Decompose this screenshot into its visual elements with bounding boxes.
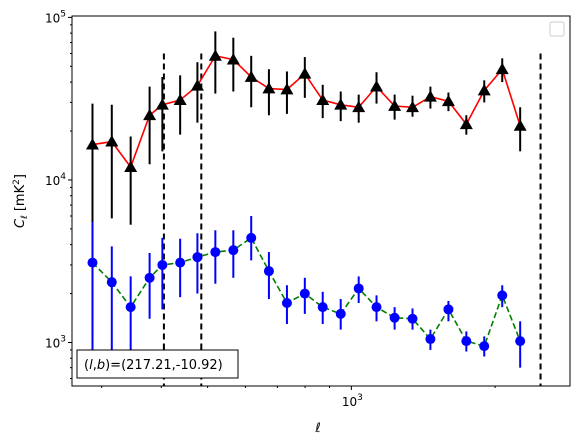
data-point [406, 100, 420, 113]
axes-frame [71, 15, 571, 387]
data-point [226, 53, 240, 65]
data-point [280, 83, 294, 95]
y-label-unit-pre: [mK [13, 184, 28, 211]
y-label-symbol: C [13, 218, 28, 228]
data-point [407, 313, 418, 324]
y-tick-label: 104 [45, 172, 66, 188]
x-axis-label: ℓ [314, 421, 320, 436]
data-point [515, 336, 526, 347]
data-point [479, 341, 490, 352]
data-point [441, 94, 455, 107]
data-point [228, 245, 239, 256]
data-point [335, 308, 346, 319]
data-point [124, 160, 138, 172]
x-tick-label: 103 [342, 393, 363, 409]
data-point [263, 266, 274, 277]
data-point [513, 119, 527, 131]
data-point [497, 290, 508, 301]
data-point [371, 302, 382, 313]
data-point [87, 257, 98, 268]
data-point [334, 98, 348, 110]
data-point [370, 80, 384, 92]
data-point [262, 82, 276, 94]
data-point [443, 304, 454, 315]
y-label-subscript: ℓ [20, 215, 30, 220]
data-point [208, 49, 222, 61]
axis-ticks: 103 104 105 103 [45, 9, 496, 409]
data-point [85, 138, 99, 150]
data-point [246, 232, 257, 243]
svg-text:Cℓ[mK2]: Cℓ [mK2] [12, 174, 30, 228]
data-point [353, 283, 364, 294]
y-tick-label: 105 [45, 9, 66, 25]
y-tick-label: 103 [45, 335, 66, 351]
series-1 [87, 216, 526, 368]
data-point [316, 93, 330, 105]
data-series [85, 31, 527, 368]
y-label-unit-sup: 2 [12, 179, 22, 185]
annotation-frame [76, 349, 239, 379]
data-point [317, 302, 328, 313]
data-point [495, 62, 509, 75]
data-point [144, 272, 155, 283]
data-point [157, 259, 168, 270]
data-point [299, 288, 310, 299]
data-point [298, 67, 312, 79]
data-point [244, 70, 258, 82]
y-axis-label: Cℓ [mK2] [12, 174, 30, 228]
data-point [459, 117, 473, 130]
legend-box [549, 21, 565, 37]
data-point [105, 135, 119, 147]
data-point [143, 108, 157, 121]
data-point [155, 98, 169, 110]
data-point [423, 90, 437, 102]
data-point [125, 302, 136, 313]
annotation-box: (l,b)=(217.21,-10.92) [76, 349, 239, 379]
data-point [173, 93, 187, 105]
data-point [425, 334, 436, 345]
data-point [281, 297, 292, 308]
data-point [389, 312, 400, 323]
data-point [106, 277, 117, 288]
y-label-unit-post: ] [13, 174, 28, 179]
data-point [477, 84, 491, 96]
data-point [352, 100, 366, 113]
data-point [461, 336, 472, 347]
data-point [388, 99, 402, 111]
data-point [190, 79, 204, 91]
data-point [210, 247, 221, 258]
annotation-text: (l,b)=(217.21,-10.92) [84, 358, 223, 373]
data-point [175, 257, 186, 268]
data-point [192, 252, 203, 263]
